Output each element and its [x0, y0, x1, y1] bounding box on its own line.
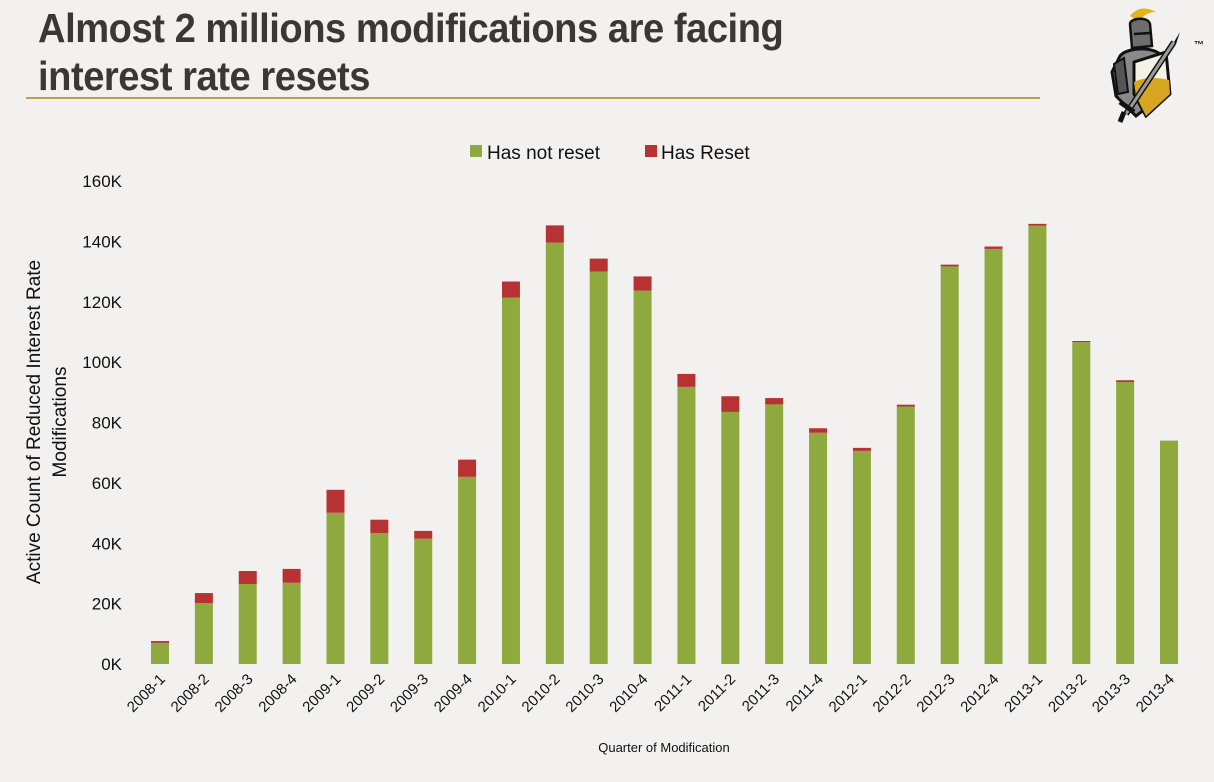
bar-segment-has-reset — [896, 404, 915, 407]
y-tick-label: 140K — [82, 232, 122, 251]
bar-segment-has-reset — [1072, 340, 1091, 343]
x-tick-label: 2011-1 — [651, 671, 695, 715]
bar-segment-has-not-reset — [633, 290, 652, 664]
y-tick-label: 60K — [92, 474, 123, 493]
bar-segment-has-reset — [1028, 223, 1047, 226]
x-tick-label: 2012-4 — [957, 671, 1002, 716]
bar-segment-has-not-reset — [414, 538, 433, 664]
x-tick-label: 2011-2 — [695, 671, 739, 715]
x-tick-label: 2009-3 — [387, 671, 432, 716]
bar-segment-has-reset — [1116, 380, 1135, 383]
bar-segment-has-not-reset — [282, 582, 301, 664]
x-tick-label: 2010-2 — [519, 671, 564, 716]
x-tick-label: 2013-1 — [1001, 671, 1046, 716]
x-axis: 2008-12008-22008-32008-42009-12009-22009… — [124, 671, 1178, 716]
slide-title-line-1: Almost 2 millions modifications are faci… — [38, 5, 784, 51]
x-tick-label: 2008-3 — [212, 671, 257, 716]
y-axis-title-line-1: Active Count of Reduced Interest Rate — [24, 260, 45, 584]
x-tick-label: 2012-1 — [826, 671, 871, 716]
x-tick-label: 2013-3 — [1089, 671, 1134, 716]
bar-segment-has-not-reset — [677, 386, 696, 664]
chart-legend: Has not reset Has Reset — [470, 143, 750, 164]
x-tick-label: 2013-4 — [1133, 671, 1178, 716]
bar-segment-has-not-reset — [1072, 342, 1091, 664]
slide-title-line-2: interest rate resets — [38, 53, 370, 99]
bar-segment-has-not-reset — [458, 476, 477, 664]
bar-segment-has-reset — [414, 530, 433, 539]
bar-segment-has-reset — [765, 398, 784, 405]
y-tick-label: 120K — [82, 293, 122, 312]
x-axis-title: Quarter of Modification — [598, 740, 730, 755]
legend-swatch-has-not-reset — [470, 145, 482, 157]
y-tick-label: 160K — [82, 172, 122, 191]
bar-segment-has-not-reset — [326, 512, 345, 664]
x-tick-label: 2010-1 — [475, 671, 520, 716]
bar-segment-has-not-reset — [238, 584, 257, 664]
title-underline — [26, 97, 1040, 99]
bar-segment-has-not-reset — [984, 248, 1003, 664]
bar-segment-has-not-reset — [721, 411, 740, 664]
x-tick-label: 2008-2 — [168, 671, 213, 716]
x-tick-label: 2009-4 — [431, 671, 476, 716]
bar-segment-has-not-reset — [194, 603, 213, 664]
bar-segment-has-not-reset — [1160, 440, 1179, 664]
bar-segment-has-reset — [151, 641, 169, 643]
bar-segment-has-reset — [458, 459, 477, 477]
bar-segment-has-reset — [501, 281, 520, 298]
y-axis-title: Active Count of Reduced Interest Rate Mo… — [24, 260, 71, 584]
bar-segment-has-reset — [633, 276, 652, 291]
bar-segment-has-not-reset — [896, 406, 915, 664]
y-tick-label: 20K — [92, 595, 123, 614]
knight-logo-icon: ™ — [1090, 2, 1214, 128]
y-axis: 0K 20K 40K 60K 80K 100K 120K 140K 160K — [82, 172, 122, 674]
bar-segment-has-reset — [589, 258, 608, 272]
bar-segment-has-reset — [545, 225, 564, 243]
bar-segment-has-not-reset — [940, 266, 959, 664]
bar-segment-has-reset — [984, 246, 1003, 249]
bar-segment-has-not-reset — [545, 242, 564, 664]
bar-segment-has-not-reset — [1116, 382, 1135, 664]
bar-segment-has-not-reset — [765, 404, 784, 664]
x-tick-label: 2009-2 — [343, 671, 388, 716]
bar-segment-has-reset — [852, 447, 871, 451]
bar-segment-has-reset — [809, 428, 828, 433]
legend-label-has-reset: Has Reset — [661, 143, 750, 164]
slide-title: Almost 2 millions modifications are faci… — [38, 4, 968, 100]
x-tick-label: 2011-4 — [783, 671, 827, 715]
bar-segment-has-reset — [238, 571, 257, 585]
x-tick-label: 2012-3 — [913, 671, 958, 716]
bar-segment-has-not-reset — [809, 432, 828, 664]
bars — [151, 223, 1179, 665]
bar-segment-has-reset — [940, 264, 959, 267]
bar-segment-has-not-reset — [501, 297, 520, 664]
x-tick-label: 2008-1 — [124, 671, 169, 716]
y-tick-label: 80K — [92, 414, 123, 433]
legend-swatch-has-reset — [645, 145, 657, 157]
legend-label-has-not-reset: Has not reset — [487, 143, 601, 164]
bar-segment-has-reset — [194, 593, 213, 604]
y-tick-label: 40K — [92, 534, 123, 553]
bar-segment-has-reset — [370, 519, 389, 533]
x-tick-label: 2009-1 — [299, 671, 344, 716]
x-tick-label: 2010-3 — [562, 671, 607, 716]
x-tick-label: 2008-4 — [255, 671, 300, 716]
bar-segment-has-not-reset — [151, 642, 169, 664]
bar-segment-has-not-reset — [370, 532, 389, 664]
bar-segment-has-reset — [677, 373, 696, 387]
bar-segment-has-reset — [282, 568, 301, 583]
x-tick-label: 2012-2 — [870, 671, 915, 716]
bar-segment-has-not-reset — [1028, 225, 1047, 665]
bar-segment-has-not-reset — [589, 271, 608, 664]
trademark-mark: ™ — [1194, 40, 1204, 51]
x-tick-label: 2013-2 — [1045, 671, 1090, 716]
y-tick-label: 100K — [82, 353, 122, 372]
y-axis-title-line-2: Modifications — [50, 367, 71, 478]
x-tick-label: 2010-4 — [606, 671, 651, 716]
bar-segment-has-reset — [721, 396, 740, 412]
y-tick-label: 0K — [101, 655, 122, 674]
bar-segment-has-reset — [326, 489, 345, 513]
x-tick-label: 2011-3 — [739, 671, 783, 715]
bar-segment-has-not-reset — [852, 450, 871, 664]
